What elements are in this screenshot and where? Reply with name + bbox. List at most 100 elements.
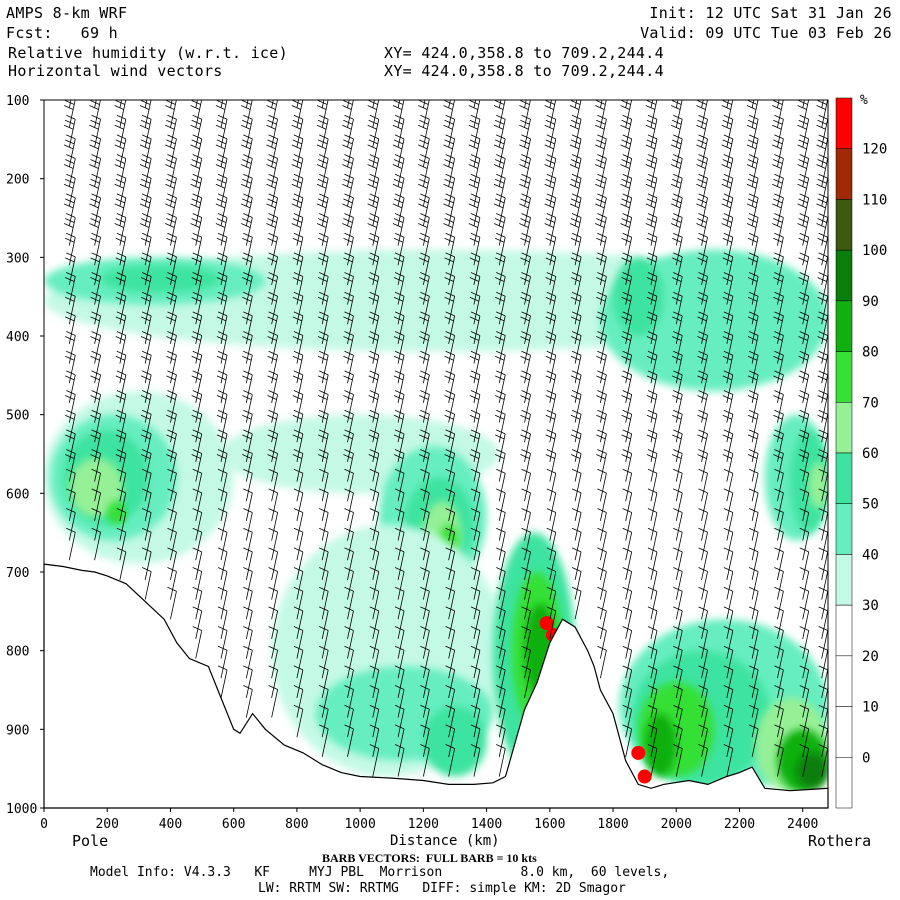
wind-barb — [420, 704, 430, 738]
xy-line-2: XY= 424.0,358.8 to 709.2,244.4 — [384, 62, 664, 80]
wind-barb — [698, 744, 708, 777]
wind-barb — [217, 586, 228, 620]
wind-barb — [521, 468, 531, 502]
wind-barb — [723, 567, 734, 600]
wind-barb — [319, 685, 329, 718]
wind-barb — [622, 508, 633, 541]
x-axis-title: Distance (km) — [390, 833, 500, 849]
wind-barb — [748, 567, 759, 600]
wind-barb — [818, 626, 828, 659]
wind-barb — [673, 704, 683, 738]
wind-barb — [546, 488, 557, 521]
wind-barb — [192, 567, 203, 600]
wind-barb — [496, 547, 506, 580]
wind-barb — [470, 586, 481, 620]
wind-barb — [369, 527, 380, 561]
wind-barb — [192, 468, 203, 502]
wind-barb — [597, 527, 607, 561]
wind-barb — [774, 527, 784, 561]
rh-contour-25 — [796, 752, 828, 789]
wind-barb — [496, 685, 506, 718]
wind-barb — [243, 547, 253, 580]
wind-barb — [243, 606, 253, 639]
wind-barb — [394, 724, 405, 757]
wind-barb — [818, 567, 828, 600]
wind-barb — [369, 744, 380, 777]
wind-barb — [420, 527, 430, 561]
wind-barb — [622, 527, 633, 561]
wind-barb — [747, 449, 759, 482]
wind-barb — [774, 724, 784, 757]
wind-barb — [597, 606, 607, 639]
wind-barb — [698, 547, 708, 580]
wind-barb — [243, 468, 253, 502]
wind-barb — [167, 586, 177, 620]
wind-barb — [243, 626, 253, 659]
wind-barb — [344, 468, 354, 502]
y-tick-label: 100 — [6, 94, 29, 109]
wind-barb — [470, 724, 481, 757]
wind-barb — [217, 626, 228, 659]
wind-barb — [90, 449, 101, 482]
wind-barb — [622, 704, 633, 738]
wind-barb — [818, 527, 828, 561]
wind-barb — [369, 626, 380, 659]
wind-barb — [774, 547, 784, 580]
y-tick-label: 200 — [6, 173, 29, 188]
wind-barb — [647, 606, 658, 639]
wind-barb — [470, 488, 481, 521]
wind-barb — [243, 645, 253, 679]
wind-barb — [546, 606, 557, 639]
wind-barb — [394, 685, 405, 718]
wind-barb — [597, 645, 607, 679]
wind-barb — [818, 508, 828, 541]
wind-barb — [774, 685, 784, 718]
wind-barb — [698, 527, 708, 561]
wind-barb — [496, 508, 506, 541]
wind-barb — [622, 724, 633, 757]
wind-barb — [521, 527, 531, 561]
x-tick-label: 800 — [285, 817, 308, 832]
wind-barb — [622, 645, 633, 679]
wind-barb — [369, 508, 380, 541]
wind-barb — [723, 508, 734, 541]
colorbar-swatch — [835, 655, 853, 707]
wind-barb — [167, 567, 177, 600]
wind-barb — [647, 724, 658, 757]
wind-barb — [673, 626, 683, 659]
y-tick-label: 900 — [6, 723, 29, 738]
wind-barb — [141, 468, 152, 502]
wind-barb — [268, 586, 279, 620]
wind-barb — [420, 744, 430, 777]
wind-barb — [520, 449, 531, 482]
wind-barb — [748, 586, 759, 620]
wind-barb — [571, 508, 582, 541]
wind-barb — [268, 468, 279, 502]
wind-barb — [293, 468, 304, 502]
wind-barb — [420, 488, 430, 521]
wind-barb — [344, 527, 354, 561]
wind-barb — [698, 567, 708, 600]
wind-barb — [319, 508, 329, 541]
wind-barb — [748, 685, 759, 718]
wind-barbs — [63, 100, 828, 777]
colorbar-label: 80 — [862, 345, 879, 361]
wind-barb — [673, 665, 683, 698]
wind-barb — [420, 547, 430, 580]
wind-barb — [420, 665, 430, 698]
wind-barb — [319, 488, 329, 521]
wind-barb — [571, 547, 582, 580]
wind-barb — [774, 744, 784, 777]
colorbar: 0 10 20 30 40 50 60 70 80 90 100 110 120% — [835, 93, 887, 809]
wind-barb — [243, 685, 253, 718]
terrain-mask — [43, 563, 829, 809]
wind-barb — [141, 527, 152, 561]
wind-barb — [647, 626, 658, 659]
x-tick-label: 200 — [95, 817, 118, 832]
wind-barb — [496, 586, 506, 620]
wind-barb — [799, 468, 810, 502]
wind-barb — [268, 665, 279, 698]
wind-barb — [293, 665, 304, 698]
wind-barb — [622, 468, 633, 502]
